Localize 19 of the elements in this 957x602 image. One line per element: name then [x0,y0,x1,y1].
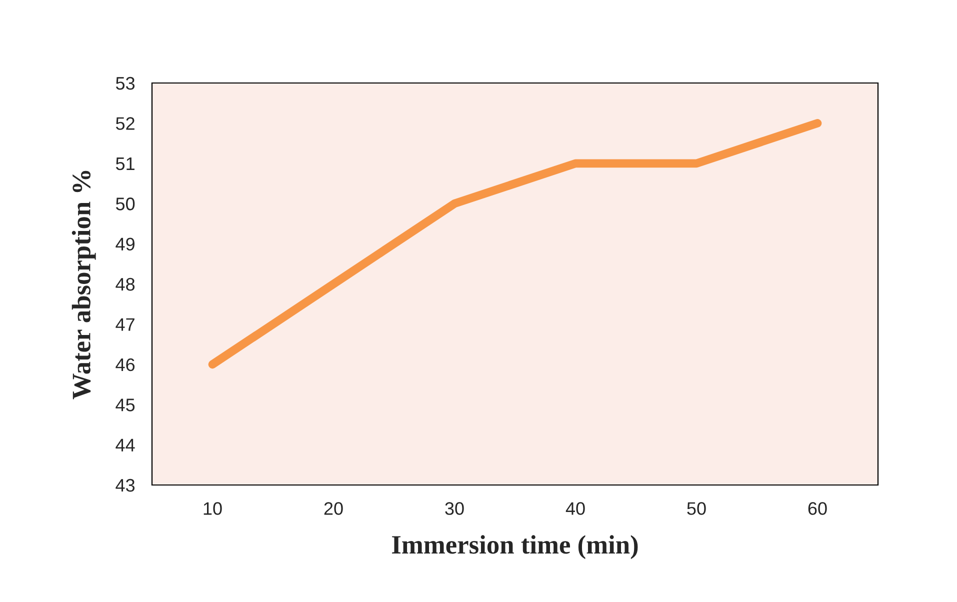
y-tick-label: 51 [116,158,134,170]
y-tick-label: 53 [116,76,135,90]
x-tick-label: 60 [808,502,827,515]
y-tick-label: 43 [116,478,135,492]
y-tick-label: 44 [116,438,135,452]
y-tick-label: 47 [116,318,134,331]
y-axis-title: Water absorption % [72,170,96,400]
x-tick-label: 30 [445,502,464,515]
x-tick-label: 20 [324,502,343,515]
y-tick-label: 49 [116,238,134,251]
x-axis-title: Immersion time (min) [392,535,638,560]
y-tick-label: 46 [116,358,135,372]
y-tick-label: 48 [116,278,135,291]
x-tick-label: 10 [204,502,222,515]
y-tick-label: 52 [116,117,134,130]
y-tick-label: 45 [116,398,135,412]
x-tick-label: 50 [687,502,706,515]
y-tick-label: 50 [116,198,135,210]
x-tick-label: 40 [566,502,585,515]
